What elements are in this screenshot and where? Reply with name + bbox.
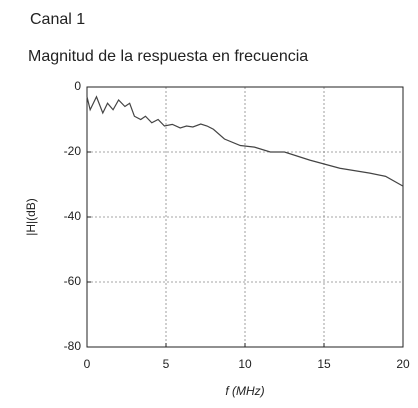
x-axis-label: f (MHz) <box>225 384 264 398</box>
chart-title: Canal 1 <box>30 11 85 28</box>
x-tick-label: 0 <box>84 357 91 371</box>
y-tick-label: -40 <box>64 209 82 223</box>
y-tick-label: -80 <box>64 339 82 353</box>
x-tick-label: 20 <box>396 357 410 371</box>
y-tick-label: -20 <box>64 144 82 158</box>
chart-subtitle: Magnitud de la respuesta en frecuencia <box>28 48 308 65</box>
y-tick-label: -60 <box>64 274 82 288</box>
data-line <box>86 95 404 187</box>
x-tick-label: 15 <box>317 357 331 371</box>
plot-frame <box>86 86 404 348</box>
y-axis-label: |H|(dB) <box>24 198 38 236</box>
y-tick-label: 0 <box>74 79 81 93</box>
x-tick-label: 5 <box>163 357 170 371</box>
x-tick-label: 10 <box>238 357 252 371</box>
